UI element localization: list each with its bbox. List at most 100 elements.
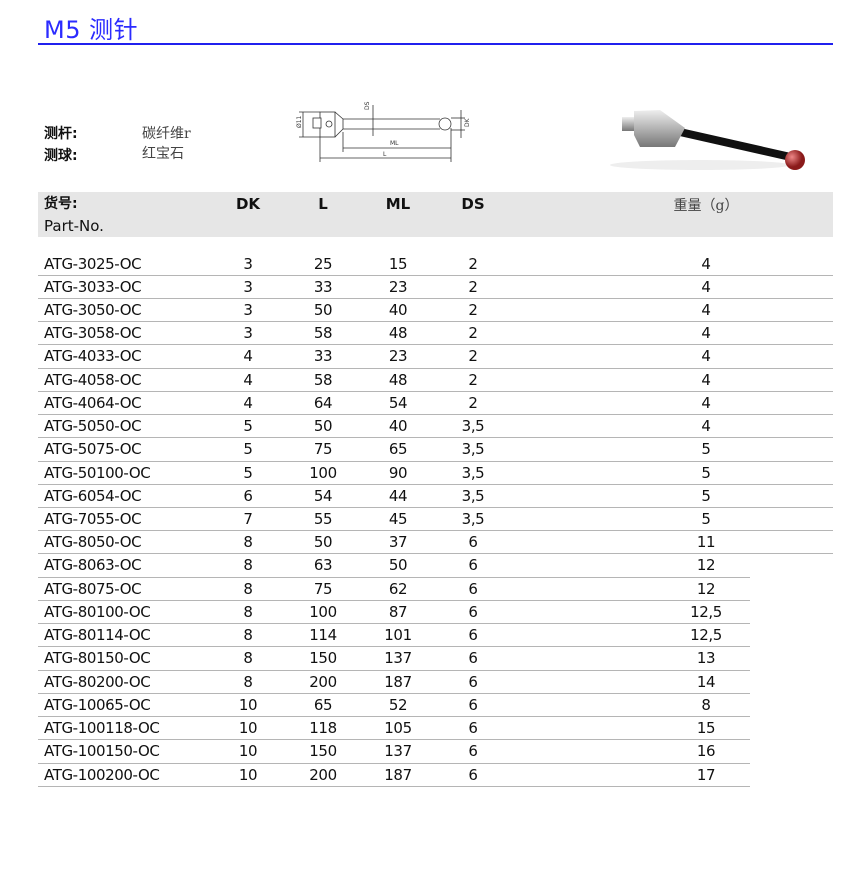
cell-ds: 2: [468, 370, 478, 389]
cell-weight: 4: [701, 277, 711, 296]
cell-dk: 10: [238, 695, 258, 714]
cell-dk: 4: [243, 347, 253, 366]
cell-ds: 6: [468, 579, 478, 598]
cell-ds: 2: [468, 277, 478, 296]
cell-dk: 8: [243, 556, 253, 575]
cell-weight: 4: [701, 347, 711, 366]
cell-part-no: ATG-50100-OC: [44, 463, 151, 482]
header-part: 货号:: [44, 196, 78, 212]
cell-dk: 8: [243, 649, 253, 668]
cell-l: 150: [309, 649, 337, 668]
cell-weight: 5: [701, 486, 711, 505]
cell-ds: 6: [468, 602, 478, 621]
cell-dk: 7: [243, 510, 253, 529]
cell-ds: 3,5: [461, 417, 485, 436]
cell-part-no: ATG-4033-OC: [44, 347, 142, 366]
table-row: ATG-6054-OC 6 54 44 3,5 5: [38, 485, 833, 508]
cell-weight: 13: [696, 649, 716, 668]
cell-weight: 12: [696, 556, 716, 575]
table-row: ATG-8075-OC 8 75 62 6 12: [38, 578, 750, 601]
cell-part-no: ATG-3025-OC: [44, 254, 142, 273]
cell-part-no: ATG-100150-OC: [44, 742, 160, 761]
cell-part-no: ATG-8075-OC: [44, 579, 142, 598]
cell-weight: 8: [701, 695, 711, 714]
cell-ml: 137: [384, 649, 412, 668]
cell-dk: 5: [243, 417, 253, 436]
page-title: M5 测针: [44, 16, 139, 44]
cell-l: 58: [313, 370, 333, 389]
cell-ml: 90: [388, 463, 408, 482]
cell-weight: 4: [701, 370, 711, 389]
cell-dk: 8: [243, 602, 253, 621]
table-row: ATG-4064-OC 4 64 54 2 4: [38, 392, 833, 416]
table-header: [38, 192, 833, 237]
cell-ml: 187: [384, 765, 412, 784]
dim-label: DS: [364, 101, 371, 110]
cell-l: 200: [309, 765, 337, 784]
table-row: ATG-3058-OC 3 58 48 2 4: [38, 322, 833, 346]
cell-dk: 8: [243, 626, 253, 645]
header-ml: ML: [385, 195, 411, 213]
cell-ml: 45: [388, 510, 408, 529]
cell-ds: 6: [468, 742, 478, 761]
cell-ml: 40: [388, 417, 408, 436]
cell-l: 25: [313, 254, 333, 273]
cell-ds: 2: [468, 254, 478, 273]
cell-l: 100: [309, 602, 337, 621]
cell-ds: 2: [468, 393, 478, 412]
table-row: ATG-50100-OC 5 100 90 3,5 5: [38, 462, 833, 485]
cell-weight: 12,5: [690, 602, 722, 621]
cell-dk: 3: [243, 300, 253, 319]
cell-l: 75: [313, 440, 333, 459]
cell-l: 200: [309, 672, 337, 691]
cell-part-no: ATG-8063-OC: [44, 556, 142, 575]
cell-ml: 87: [388, 602, 408, 621]
cell-weight: 12,5: [690, 626, 722, 645]
dim-label: ML: [390, 140, 399, 147]
dim-label: Ø11: [296, 115, 303, 128]
cell-ds: 6: [468, 672, 478, 691]
cell-l: 33: [313, 277, 333, 296]
cell-dk: 8: [243, 579, 253, 598]
cell-l: 65: [313, 695, 333, 714]
cell-dk: 10: [238, 765, 258, 784]
cell-part-no: ATG-80150-OC: [44, 649, 151, 668]
cell-part-no: ATG-100200-OC: [44, 765, 160, 784]
cell-part-no: ATG-5050-OC: [44, 417, 142, 436]
cell-l: 114: [309, 626, 337, 645]
cell-ml: 52: [388, 695, 408, 714]
cell-ds: 6: [468, 649, 478, 668]
cell-ml: 44: [388, 486, 408, 505]
table-row: ATG-3050-OC 3 50 40 2 4: [38, 299, 833, 323]
cell-part-no: ATG-3058-OC: [44, 324, 142, 343]
cell-dk: 8: [243, 533, 253, 552]
cell-ds: 6: [468, 626, 478, 645]
shaft-value: 碳纤维r: [142, 126, 191, 142]
cell-dk: 8: [243, 672, 253, 691]
cell-ml: 48: [388, 324, 408, 343]
cell-part-no: ATG-3033-OC: [44, 277, 142, 296]
cell-ds: 2: [468, 324, 478, 343]
cell-ds: 6: [468, 556, 478, 575]
cell-ds: 6: [468, 533, 478, 552]
table-row: ATG-100200-OC 10 200 187 6 17: [38, 764, 750, 787]
table-row: ATG-4033-OC 4 33 23 2 4: [38, 345, 833, 369]
cell-weight: 14: [696, 672, 716, 691]
table-row: ATG-5050-OC 5 50 40 3,5 4: [38, 415, 833, 439]
table-row: ATG-80200-OC 8 200 187 6 14: [38, 671, 750, 694]
table-row: ATG-7055-OC 7 55 45 3,5 5: [38, 508, 833, 532]
ball-label: 测球:: [44, 148, 78, 164]
table-row: ATG-3033-OC 3 33 23 2 4: [38, 276, 833, 299]
cell-l: 50: [313, 417, 333, 436]
cell-weight: 5: [701, 510, 711, 529]
cell-dk: 3: [243, 254, 253, 273]
cell-ds: 6: [468, 765, 478, 784]
cell-dk: 4: [243, 393, 253, 412]
cell-l: 33: [313, 347, 333, 366]
cell-part-no: ATG-4058-OC: [44, 370, 142, 389]
cell-l: 55: [313, 510, 333, 529]
cell-part-no: ATG-8050-OC: [44, 533, 142, 552]
header-dk: DK: [235, 195, 261, 213]
cell-dk: 3: [243, 324, 253, 343]
cell-l: 58: [313, 324, 333, 343]
